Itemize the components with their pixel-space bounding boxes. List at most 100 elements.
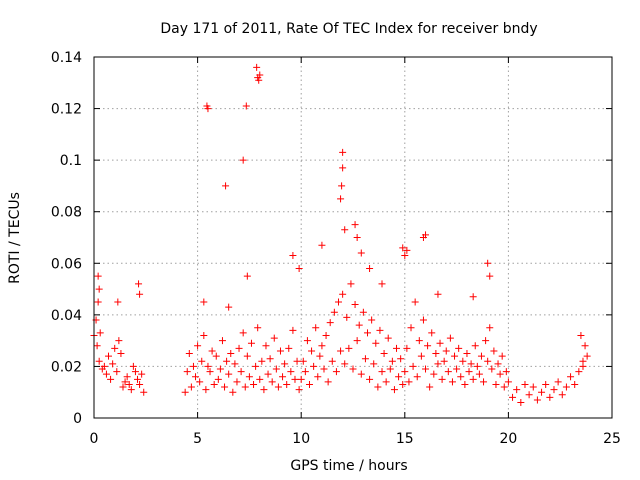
data-point bbox=[364, 329, 372, 337]
data-point bbox=[403, 344, 411, 352]
data-point bbox=[405, 378, 413, 386]
data-point bbox=[305, 380, 313, 388]
data-point bbox=[252, 362, 260, 370]
data-point bbox=[208, 347, 216, 355]
data-point bbox=[353, 337, 361, 345]
data-point bbox=[355, 321, 363, 329]
data-point bbox=[504, 378, 512, 386]
data-point bbox=[266, 355, 274, 363]
data-point bbox=[125, 380, 133, 388]
data-point bbox=[237, 368, 245, 376]
data-point bbox=[448, 378, 456, 386]
data-point bbox=[384, 334, 392, 342]
data-point bbox=[546, 393, 554, 401]
data-point bbox=[235, 344, 243, 352]
data-point bbox=[529, 383, 537, 391]
data-point bbox=[216, 365, 224, 373]
data-point bbox=[550, 386, 558, 394]
data-point bbox=[368, 316, 376, 324]
data-point bbox=[521, 380, 529, 388]
y-tick-label: 0.12 bbox=[51, 102, 82, 118]
data-point bbox=[401, 368, 409, 376]
data-point bbox=[276, 347, 284, 355]
x-tick-label: 5 bbox=[193, 431, 202, 447]
data-point bbox=[231, 360, 239, 368]
data-point bbox=[135, 280, 143, 288]
data-point bbox=[127, 386, 135, 394]
data-point bbox=[295, 264, 303, 272]
data-point bbox=[308, 347, 316, 355]
data-point bbox=[457, 373, 465, 381]
data-point bbox=[295, 386, 303, 394]
data-point bbox=[114, 298, 122, 306]
data-point bbox=[256, 375, 264, 383]
data-point bbox=[581, 342, 589, 350]
data-point bbox=[432, 350, 440, 358]
data-point bbox=[95, 357, 103, 365]
data-point bbox=[123, 373, 131, 381]
data-point bbox=[359, 308, 367, 316]
data-point bbox=[198, 357, 206, 365]
data-point bbox=[204, 362, 212, 370]
data-point bbox=[494, 360, 502, 368]
y-tick-label: 0.06 bbox=[51, 256, 82, 272]
x-tick-label: 15 bbox=[396, 431, 414, 447]
data-point bbox=[200, 331, 208, 339]
data-point bbox=[334, 298, 342, 306]
data-point bbox=[326, 319, 334, 327]
data-point bbox=[239, 156, 247, 164]
data-point bbox=[498, 352, 506, 360]
data-point bbox=[245, 373, 253, 381]
data-point bbox=[318, 342, 326, 350]
data-point bbox=[376, 326, 384, 334]
data-point bbox=[434, 290, 442, 298]
data-point bbox=[492, 380, 500, 388]
data-point bbox=[442, 347, 450, 355]
data-point bbox=[463, 350, 471, 358]
data-point bbox=[357, 370, 365, 378]
data-point bbox=[239, 329, 247, 337]
data-point bbox=[129, 362, 137, 370]
data-point bbox=[312, 324, 320, 332]
data-point bbox=[185, 350, 193, 358]
data-point bbox=[353, 234, 361, 241]
data-point bbox=[461, 380, 469, 388]
data-point bbox=[390, 386, 398, 394]
data-point bbox=[258, 357, 266, 365]
data-point bbox=[187, 383, 195, 391]
data-point bbox=[488, 365, 496, 373]
data-point bbox=[270, 334, 278, 342]
data-point bbox=[247, 339, 255, 347]
data-point bbox=[399, 244, 407, 252]
data-point bbox=[268, 378, 276, 386]
data-point bbox=[393, 344, 401, 352]
data-point bbox=[415, 337, 423, 345]
data-point bbox=[361, 355, 369, 363]
data-point bbox=[117, 350, 125, 358]
data-point bbox=[475, 370, 483, 378]
y-tick-label: 0.14 bbox=[51, 50, 82, 66]
x-tick-label: 20 bbox=[499, 431, 517, 447]
data-point bbox=[181, 388, 189, 396]
x-axis-label: GPS time / hours bbox=[290, 458, 407, 474]
data-point bbox=[204, 105, 212, 113]
data-point bbox=[322, 331, 330, 339]
data-point bbox=[262, 342, 270, 350]
data-point bbox=[502, 368, 510, 376]
data-point bbox=[206, 368, 214, 376]
data-point bbox=[200, 298, 208, 306]
data-point bbox=[202, 386, 210, 394]
data-point bbox=[343, 313, 351, 321]
data-point bbox=[225, 303, 233, 311]
data-point bbox=[401, 252, 409, 260]
data-points bbox=[90, 63, 591, 407]
data-point bbox=[446, 334, 454, 342]
data-point bbox=[242, 102, 250, 110]
data-point bbox=[243, 272, 251, 280]
data-point bbox=[378, 368, 386, 376]
data-point bbox=[341, 360, 349, 368]
data-point bbox=[221, 383, 229, 391]
data-point bbox=[93, 342, 101, 350]
data-point bbox=[438, 375, 446, 383]
